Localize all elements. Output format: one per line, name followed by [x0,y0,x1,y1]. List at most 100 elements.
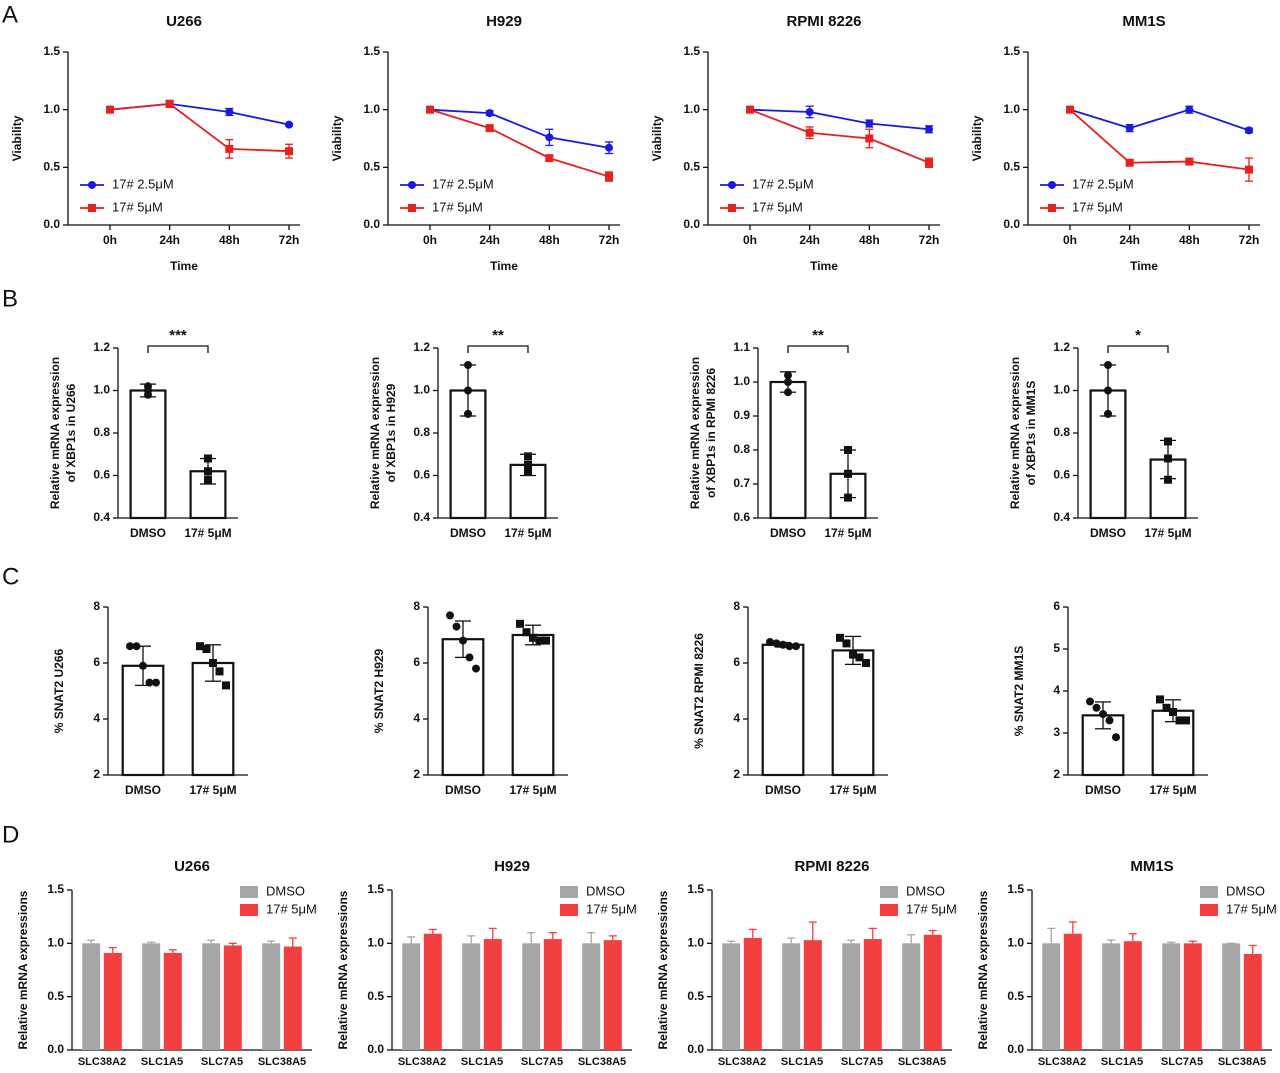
x-tick-label: SLC38A5 [1218,1056,1266,1068]
y-axis-label: Relative mRNA expression [688,357,702,509]
bar [223,945,242,1050]
marker [1112,733,1120,742]
x-tick-label: DMSO [130,526,166,540]
marker [222,681,230,690]
legend-swatch [560,886,578,898]
legend-label: 17# 2.5μM [752,176,814,191]
bar [423,933,442,1050]
legend-swatch [240,904,258,916]
marker [152,678,160,687]
marker [524,452,532,461]
marker [285,120,293,129]
x-tick-label: 0h [1063,233,1077,247]
bar [831,649,875,777]
line [109,102,290,153]
x-axis-label: Time [170,259,198,273]
y-tick-label: 1.0 [733,374,750,388]
error-bar [168,949,177,953]
marker [844,469,852,478]
marker [426,105,434,114]
x-tick-label: SLC1A5 [781,1056,823,1068]
y-tick-label: 1.2 [1053,340,1070,354]
marker [225,107,234,116]
x-tick-label: DMSO [770,526,806,540]
marker [1086,697,1094,706]
marker [772,639,781,648]
y-tick-label: 1.5 [367,882,384,896]
y-tick-label: 1.5 [683,44,700,58]
marker [542,636,550,645]
error-bar [928,929,937,935]
marker [545,154,554,163]
bar [103,952,122,1050]
significance-label: * [1135,327,1141,344]
marker [1185,157,1194,166]
x-tick-label: 0h [103,233,117,247]
marker [925,158,933,167]
marker [844,446,852,454]
bar [1102,943,1121,1050]
bar [1042,943,1061,1050]
x-tick-label: SLC38A5 [898,1056,946,1068]
error-bar [1068,921,1077,934]
chart-title: RPMI 8226 [794,858,869,875]
error-bar [845,635,861,666]
error-bar [548,932,557,940]
significance-label: ** [812,327,824,344]
marker [485,109,494,118]
bar [769,380,807,520]
legend-swatch [560,904,578,916]
bar [803,940,822,1050]
x-tick-label: 24h [159,233,180,247]
legend-swatch [880,904,898,916]
y-tick-label: 1.5 [1003,44,1020,58]
chart-title: RPMI 8226 [786,13,861,30]
marker [202,645,211,653]
y-tick-label: 4 [93,711,100,725]
marker [766,638,774,646]
legend-label: 17# 5μM [1226,901,1277,916]
y-tick-label: 0.8 [1053,425,1070,439]
y-tick-label: 2 [1053,767,1060,781]
marker [1048,204,1056,212]
bar [1123,941,1142,1050]
y-axis-label: Relative mRNA expressions [336,890,350,1049]
x-tick-label: SLC38A2 [78,1056,126,1068]
y-axis-label: Viability [10,115,24,161]
y-axis-label: Relative mRNA expressions [16,890,30,1049]
significance-bracket [147,345,209,353]
marker [524,467,532,476]
y-tick-label: 1.0 [1007,936,1024,950]
y-tick-label: 1.0 [43,102,60,116]
marker [126,642,134,651]
x-axis-label: Time [810,259,838,273]
x-axis-label: Time [490,259,518,273]
error-bar [87,939,96,944]
marker [204,454,212,463]
y-tick-label: 1.0 [47,936,64,950]
marker [285,147,293,156]
y-tick-label: 0.5 [687,989,704,1003]
y-tick-label: 6 [1053,599,1060,613]
bar [761,643,805,777]
marker [485,124,494,133]
y-tick-label: 4 [733,711,740,725]
marker [464,361,472,369]
y-tick-label: 0.8 [93,425,110,439]
x-tick-label: SLC1A5 [461,1056,503,1068]
bar [129,389,167,520]
error-bar [748,928,757,938]
y-tick-label: 0.0 [363,217,380,231]
marker [459,636,467,645]
x-tick-label: SLC7A5 [521,1056,563,1068]
error-bar [1047,927,1056,944]
marker [132,642,141,651]
chart-title: U266 [174,858,210,875]
x-tick-label: 17# 5μM [504,526,551,540]
line [429,108,610,178]
y-axis-label: Relative mRNA expression [368,357,382,509]
marker [209,659,217,667]
y-tick-label: 0.4 [413,510,430,524]
bar [923,934,942,1050]
y-tick-label: 8 [733,599,740,613]
